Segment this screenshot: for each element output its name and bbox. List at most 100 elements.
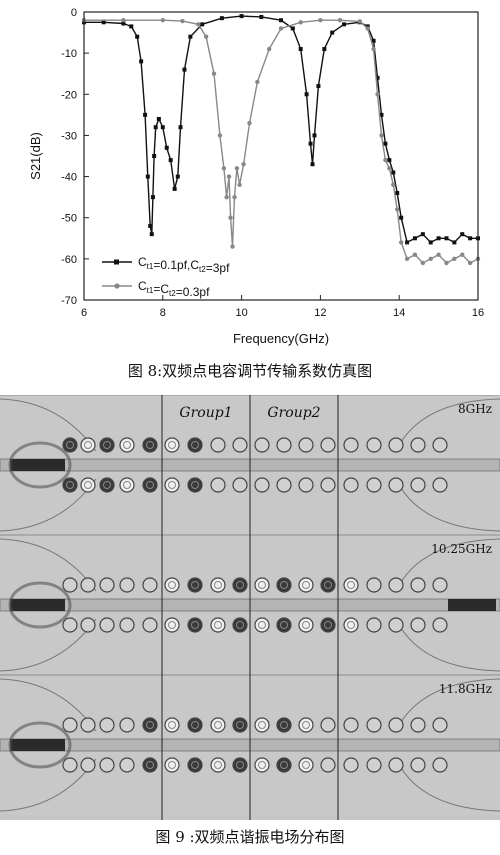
resonator-cell: [410, 617, 426, 633]
resonator-cell: [410, 717, 426, 733]
data-point: [342, 22, 347, 27]
resonator-cell: [410, 437, 426, 453]
x-tick-label: 6: [81, 307, 87, 319]
resonator-cell: [142, 437, 158, 453]
data-point: [160, 18, 165, 23]
resonator-cell: [298, 477, 314, 493]
resonator-cell: [432, 477, 448, 493]
resonator-cell: [276, 477, 292, 493]
resonator-cell: [164, 617, 180, 633]
resonator-cell: [210, 477, 226, 493]
resonator-cell: [343, 437, 359, 453]
resonator-cell: [62, 437, 78, 453]
field-distribution-figure: 8GHz 10.25GHz 11.8GHz Group1 Group2: [0, 395, 500, 820]
data-point: [387, 158, 392, 163]
data-point: [237, 182, 242, 187]
data-point: [203, 34, 209, 39]
resonator-cell: [432, 617, 448, 633]
resonator-cell: [142, 717, 158, 733]
data-point: [217, 133, 223, 138]
data-point: [310, 162, 315, 167]
resonator-cell: [232, 757, 248, 773]
legend-marker: [114, 259, 119, 265]
resonator-cell: [99, 577, 115, 593]
resonator-cell: [142, 617, 158, 633]
data-point: [398, 240, 404, 245]
data-point: [460, 252, 465, 257]
resonator-cell: [119, 617, 135, 633]
data-point: [387, 166, 392, 171]
data-point: [266, 46, 272, 52]
data-point: [312, 133, 317, 138]
data-point: [420, 260, 426, 266]
x-tick-label: 10: [235, 307, 247, 319]
x-tick-label: 16: [472, 307, 484, 319]
data-point: [148, 223, 153, 228]
field-panel-1: 8GHz: [0, 395, 500, 535]
resonator-cell: [298, 577, 314, 593]
resonator-cell: [142, 757, 158, 773]
resonator-cell: [80, 757, 96, 773]
data-point: [444, 236, 449, 241]
resonator-cell: [432, 757, 448, 773]
data-point: [226, 174, 232, 179]
data-point: [395, 191, 400, 196]
data-point: [468, 236, 473, 241]
data-point: [298, 47, 303, 52]
frequency-label: 10.25GHz: [431, 542, 492, 556]
data-point: [135, 34, 140, 39]
data-point: [121, 21, 126, 26]
resonator-cell: [298, 437, 314, 453]
resonator-cell: [388, 477, 404, 493]
resonator-cell: [187, 617, 203, 633]
data-point: [399, 215, 404, 220]
data-point: [365, 26, 370, 31]
resonator-cell: [164, 437, 180, 453]
resonator-cell: [410, 477, 426, 493]
resonator-cell: [366, 577, 382, 593]
resonator-cell: [410, 577, 426, 593]
resonator-cell: [432, 577, 448, 593]
data-point: [239, 14, 244, 19]
data-point: [241, 162, 246, 167]
resonator-cell: [343, 717, 359, 733]
resonator-cell: [366, 717, 382, 733]
data-point: [436, 236, 441, 241]
resonator-cell: [320, 757, 336, 773]
data-point: [371, 46, 376, 52]
data-point: [383, 157, 388, 163]
resonator-cell: [232, 577, 248, 593]
x-tick-label: 12: [314, 307, 326, 319]
resonator-cell: [119, 477, 135, 493]
data-point: [101, 20, 106, 25]
y-tick-label: -60: [61, 254, 77, 266]
data-point: [168, 158, 173, 163]
data-point: [420, 232, 425, 237]
resonator-cell: [298, 717, 314, 733]
resonator-cell: [254, 437, 270, 453]
data-point: [224, 194, 229, 200]
resonator-cell: [388, 577, 404, 593]
resonator-cell: [210, 437, 226, 453]
data-point: [467, 260, 473, 266]
y-tick-label: -50: [61, 213, 77, 225]
data-point: [379, 133, 384, 138]
resonator-cell: [388, 617, 404, 633]
resonator-cell: [62, 617, 78, 633]
resonator-cell: [99, 437, 115, 453]
resonator-cell: [164, 477, 180, 493]
resonator-cell: [254, 757, 270, 773]
data-point: [200, 22, 205, 27]
data-point: [221, 166, 227, 171]
data-point: [391, 182, 396, 187]
data-point: [279, 18, 283, 23]
y-tick-label: -30: [61, 130, 77, 142]
data-point: [145, 174, 150, 179]
resonator-cell: [99, 617, 115, 633]
data-point: [371, 38, 376, 43]
resonator-cell: [254, 717, 270, 733]
resonator-cell: [320, 717, 336, 733]
resonator-cell: [164, 577, 180, 593]
data-point: [304, 92, 309, 97]
data-point: [330, 30, 335, 35]
